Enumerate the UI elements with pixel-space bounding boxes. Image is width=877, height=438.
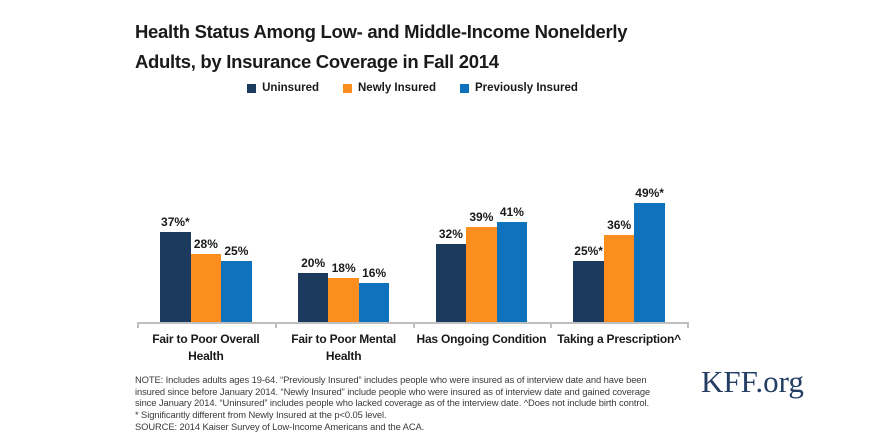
bar-uninsured: 25%* [573,244,604,322]
axis-tick [137,322,139,328]
axis-tick [274,322,277,328]
bar-newly-insured: 28% [190,237,222,322]
legend-item-previously-insured: Previously Insured [459,82,578,94]
bar-value-label: 18% [331,261,356,275]
bar-uninsured: 37%* [160,215,191,322]
bar-value-label: 20% [301,256,326,270]
significance-note-line: * Significantly different from Newly Ins… [135,409,387,421]
chart-title-line-1: Health Status Among Low- and Middle-Inco… [135,21,628,42]
category-label-has-ongoing-condition: Has Ongoing Condition [413,331,551,348]
axis-tick [687,322,689,328]
bar-value-label: 37%* [161,215,190,229]
legend-label: Uninsured [262,82,319,94]
category-label-line: Has Ongoing Condition [416,332,547,346]
category-label-taking-a-prescription-: Taking a Prescription^ [550,331,688,348]
legend-label: Newly Insured [358,82,436,94]
kff-logo: KFF.org [701,364,804,399]
bar-previously-insured: 41% [496,205,528,322]
note-line: insured since before January 2014. “Newl… [135,385,651,397]
category-label-line: Fair to Poor Mental [291,332,397,346]
legend-item-uninsured: Uninsured [247,82,319,94]
chart-title-line-2: Adults, by Insurance Coverage in Fall 20… [135,51,499,72]
bar-value-label: 16% [362,266,387,280]
bar-value-label: 32% [438,227,463,241]
bar-uninsured: 32% [435,227,467,322]
bar-group-fair-to-poor-overall-health: 37%* 28% 25% [137,215,275,322]
bar-previously-insured: 49%* [634,186,665,322]
bar-group-has-ongoing-condition: 32% 39% 41% [413,205,551,322]
legend-label: Previously Insured [474,82,578,94]
category-label-fair-to-poor-mental-health: Fair to Poor Mental Health [275,331,413,365]
legend-swatch-icon [343,83,352,93]
bar-value-label: 25%* [574,244,603,258]
bar-group-fair-to-poor-mental-health: 20% 18% 16% [275,256,413,322]
axis-tick [412,322,415,328]
source-line: SOURCE: 2014 Kaiser Survey of Low-Income… [135,420,425,432]
category-label-line: Fair to Poor Overall [152,332,260,346]
x-axis-line [137,322,689,328]
bar-previously-insured: 25% [221,244,252,322]
legend-swatch-icon [459,83,469,93]
category-label-line: Taking a Prescription^ [557,332,681,346]
bar-value-label: 39% [469,210,494,224]
category-label-line: Health [325,349,362,363]
bar-value-label: 36% [607,218,632,232]
bar-uninsured: 20% [297,256,329,322]
bar-value-label: 28% [193,237,218,251]
legend: Uninsured Newly Insured Previously Insured [137,80,688,96]
legend-item-newly-insured: Newly Insured [343,82,436,94]
bar-newly-insured: 39% [466,210,497,322]
bar-group-taking-a-prescription-: 25%* 36% 49%* [550,186,688,322]
bar-newly-insured: 18% [328,261,359,322]
bar-value-label: 41% [499,205,524,219]
bar-value-label: 25% [224,244,249,258]
bar-newly-insured: 36% [603,218,635,322]
bar-chart-plot-area: 37%* 28% 25% 20% 18% 16% 32% 39% 41% 25%* 36% 49%* [137,177,688,322]
bar-previously-insured: 16% [358,266,390,322]
note-line: since January 2014. “Uninsured” includes… [135,397,649,409]
bar-value-label: 49%* [635,186,664,200]
note-block: NOTE: Includes adults ages 19-64. “Previ… [135,374,650,433]
category-label-fair-to-poor-overall-health: Fair to Poor Overall Health [137,331,275,365]
note-line: NOTE: Includes adults ages 19-64. “Previ… [135,374,647,385]
category-axis-labels: Fair to Poor Overall Health Fair to Poor M… [137,331,688,371]
chart-title: Health Status Among Low- and Middle-Inco… [135,17,695,77]
category-label-line: Health [188,349,224,363]
legend-swatch-icon [247,83,257,93]
axis-tick [550,322,553,328]
